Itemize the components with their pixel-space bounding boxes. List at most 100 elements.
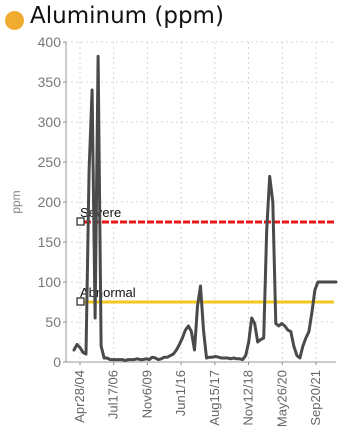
y-tick-label: 0 — [53, 354, 61, 370]
data-point — [100, 345, 102, 347]
data-point — [130, 358, 133, 361]
data-point — [136, 357, 139, 360]
data-point — [253, 322, 256, 325]
data-point — [329, 281, 331, 283]
y-axis-label: ppm — [9, 190, 23, 213]
data-point — [296, 354, 298, 357]
y-tick-label: 400 — [38, 34, 62, 50]
x-tick-label: Jun1/16 — [173, 370, 188, 416]
data-point — [247, 341, 250, 343]
data-point — [94, 317, 96, 319]
abnormal-threshold-marker — [76, 297, 85, 306]
data-point — [91, 89, 93, 91]
data-point — [250, 317, 253, 319]
x-tick-label: Sep20/21 — [308, 370, 323, 426]
data-point — [238, 357, 241, 360]
data-point — [320, 281, 322, 283]
data-point — [280, 322, 283, 325]
data-point — [241, 358, 244, 361]
y-tick-label: 150 — [38, 234, 62, 250]
data-point — [265, 229, 268, 231]
data-point — [217, 356, 220, 359]
data-point — [323, 281, 325, 283]
x-tick-label: Nov12/18 — [241, 370, 256, 426]
data-point — [175, 349, 178, 351]
data-point — [302, 345, 304, 347]
data-point — [317, 281, 319, 283]
data-point — [172, 353, 175, 355]
data-point — [268, 175, 271, 178]
severe-threshold-marker — [76, 217, 85, 226]
x-tick-label: Nov6/09 — [139, 370, 154, 418]
y-tick-label: 200 — [38, 194, 62, 210]
data-point — [121, 358, 124, 361]
data-point — [211, 356, 214, 359]
data-point — [79, 346, 81, 349]
data-point — [326, 281, 328, 283]
data-point — [163, 356, 166, 359]
data-point — [289, 330, 292, 333]
data-point — [220, 357, 223, 359]
data-point — [271, 201, 274, 203]
data-point — [115, 358, 118, 361]
data-point — [308, 330, 310, 333]
data-point — [142, 358, 145, 361]
data-point — [76, 343, 78, 346]
data-point — [73, 349, 75, 351]
data-point — [314, 289, 316, 291]
data-point — [292, 345, 295, 347]
data-point — [145, 357, 148, 360]
data-point — [118, 358, 121, 361]
data-point — [205, 357, 208, 359]
y-tick-labels: 0 50 100 150 200 250 300 350 400 — [38, 34, 62, 370]
data-point — [112, 358, 114, 361]
chart-header: Aluminum (ppm) — [0, 0, 352, 36]
y-tick-label: 100 — [38, 274, 62, 290]
data-point — [226, 357, 229, 359]
data-point — [262, 337, 265, 339]
data-point — [223, 357, 226, 359]
data-point — [229, 357, 232, 360]
data-point — [103, 357, 105, 359]
data-point — [166, 356, 169, 359]
data-point — [109, 358, 111, 361]
y-tick-label: 300 — [38, 114, 62, 130]
data-point — [82, 351, 84, 354]
data-point — [124, 359, 127, 362]
data-point — [259, 338, 262, 341]
data-point — [214, 355, 217, 358]
data-point — [148, 358, 151, 361]
data-point — [232, 357, 235, 359]
data-point — [85, 353, 87, 355]
data-point — [196, 305, 199, 307]
data-point — [274, 322, 277, 325]
data-point — [202, 329, 205, 331]
y-tick-label: 350 — [38, 74, 62, 90]
data-point — [190, 330, 193, 333]
data-point — [187, 325, 190, 327]
data-point — [151, 356, 154, 359]
x-tick-label: May26/20 — [274, 370, 289, 427]
data-point — [97, 55, 99, 58]
data-point — [299, 357, 301, 359]
chart-title: Aluminum (ppm) — [30, 3, 224, 29]
chart-grid — [66, 41, 336, 362]
chart-axes — [63, 41, 336, 365]
x-tick-label: Apr28/04 — [72, 370, 87, 423]
y-tick-label: 250 — [38, 154, 62, 170]
data-point — [199, 285, 202, 287]
data-point — [127, 358, 130, 361]
data-point — [184, 329, 187, 331]
data-point — [256, 341, 259, 343]
data-point — [139, 358, 142, 361]
data-point — [106, 357, 108, 359]
x-tick-label: Jul17/06 — [106, 370, 121, 419]
data-point — [178, 343, 181, 346]
data-point — [332, 281, 334, 283]
data-point — [235, 357, 238, 360]
data-point — [311, 311, 313, 314]
data-point — [88, 169, 90, 171]
y-tick-label: 50 — [45, 314, 61, 330]
